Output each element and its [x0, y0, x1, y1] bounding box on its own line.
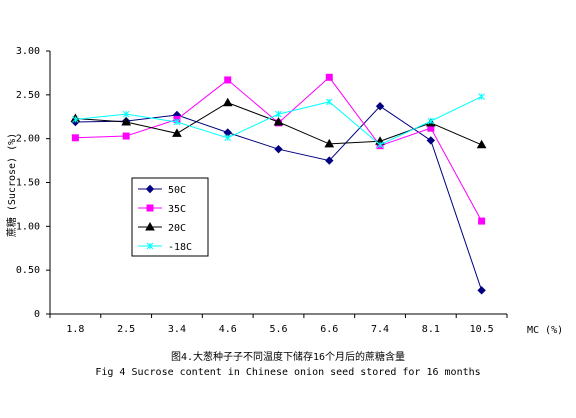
x-tick-label: 2.5 — [117, 324, 135, 335]
data-point-20C — [222, 97, 233, 107]
y-axis-title-group: 蔗糖 (Sucrose) (%) — [5, 133, 18, 237]
legend-marker-35C — [146, 204, 154, 212]
data-point--18C — [224, 134, 232, 142]
data-point-20C — [476, 139, 487, 149]
x-tick-label: 6.6 — [320, 324, 338, 335]
data-point-50C — [426, 136, 436, 145]
legend-marker-20C — [145, 221, 155, 231]
data-point-50C — [375, 102, 385, 111]
y-tick-label: 1.00 — [16, 221, 40, 232]
data-point-50C — [325, 156, 334, 165]
caption-english: Fig 4 Sucrose content in Chinese onion s… — [95, 367, 480, 378]
x-axis-title: MC (%) — [527, 325, 563, 336]
y-tick-label: 2.00 — [16, 134, 40, 145]
data-point-35C — [71, 134, 79, 142]
data-point-35C — [122, 132, 130, 140]
data-point-20C — [273, 117, 284, 126]
data-point-35C — [224, 76, 232, 84]
data-point-35C — [478, 217, 486, 225]
caption-chinese: 图4.大葱种子子不同温度下储存16个月后的蔗糖含量 — [171, 350, 405, 363]
legend-label: -18C — [168, 242, 192, 253]
y-tick-label: 1.50 — [16, 178, 40, 189]
data-point--18C — [122, 110, 130, 118]
x-tick-label: 4.6 — [219, 324, 237, 335]
data-point-20C — [324, 138, 335, 148]
data-point-20C — [121, 117, 132, 126]
y-tick-label: 3.00 — [16, 46, 40, 57]
y-tick-label: 0.50 — [16, 265, 40, 276]
data-point--18C — [478, 93, 485, 100]
data-point--18C — [427, 117, 435, 125]
x-tick-label: 10.5 — [470, 324, 494, 335]
data-point--18C — [376, 141, 384, 149]
x-tick-label: 7.4 — [371, 324, 389, 335]
data-point-50C — [274, 144, 283, 154]
legend-label: 50C — [168, 185, 186, 196]
legend-label: 35C — [168, 204, 186, 215]
legend-box — [131, 177, 209, 257]
data-point--18C — [72, 116, 79, 123]
data-point-35C — [325, 73, 333, 81]
data-point--18C — [173, 118, 181, 126]
x-tick-label: 5.6 — [269, 324, 287, 335]
data-point-20C — [172, 128, 182, 137]
data-point--18C — [275, 110, 282, 118]
x-tick-label: 1.8 — [66, 324, 84, 335]
legend-marker-50C — [145, 184, 155, 194]
x-tick-label: 3.4 — [168, 324, 186, 335]
data-point-50C — [477, 286, 486, 295]
y-tick-label: 2.50 — [16, 90, 40, 101]
x-tick-label: 8.1 — [422, 324, 440, 335]
y-tick-label: 0 — [34, 309, 40, 320]
legend-label: 20C — [168, 223, 186, 234]
data-point--18C — [325, 98, 333, 106]
legend-marker--18C — [146, 242, 154, 250]
y-axis-title: 蔗糖 (Sucrose) (%) — [5, 133, 18, 237]
